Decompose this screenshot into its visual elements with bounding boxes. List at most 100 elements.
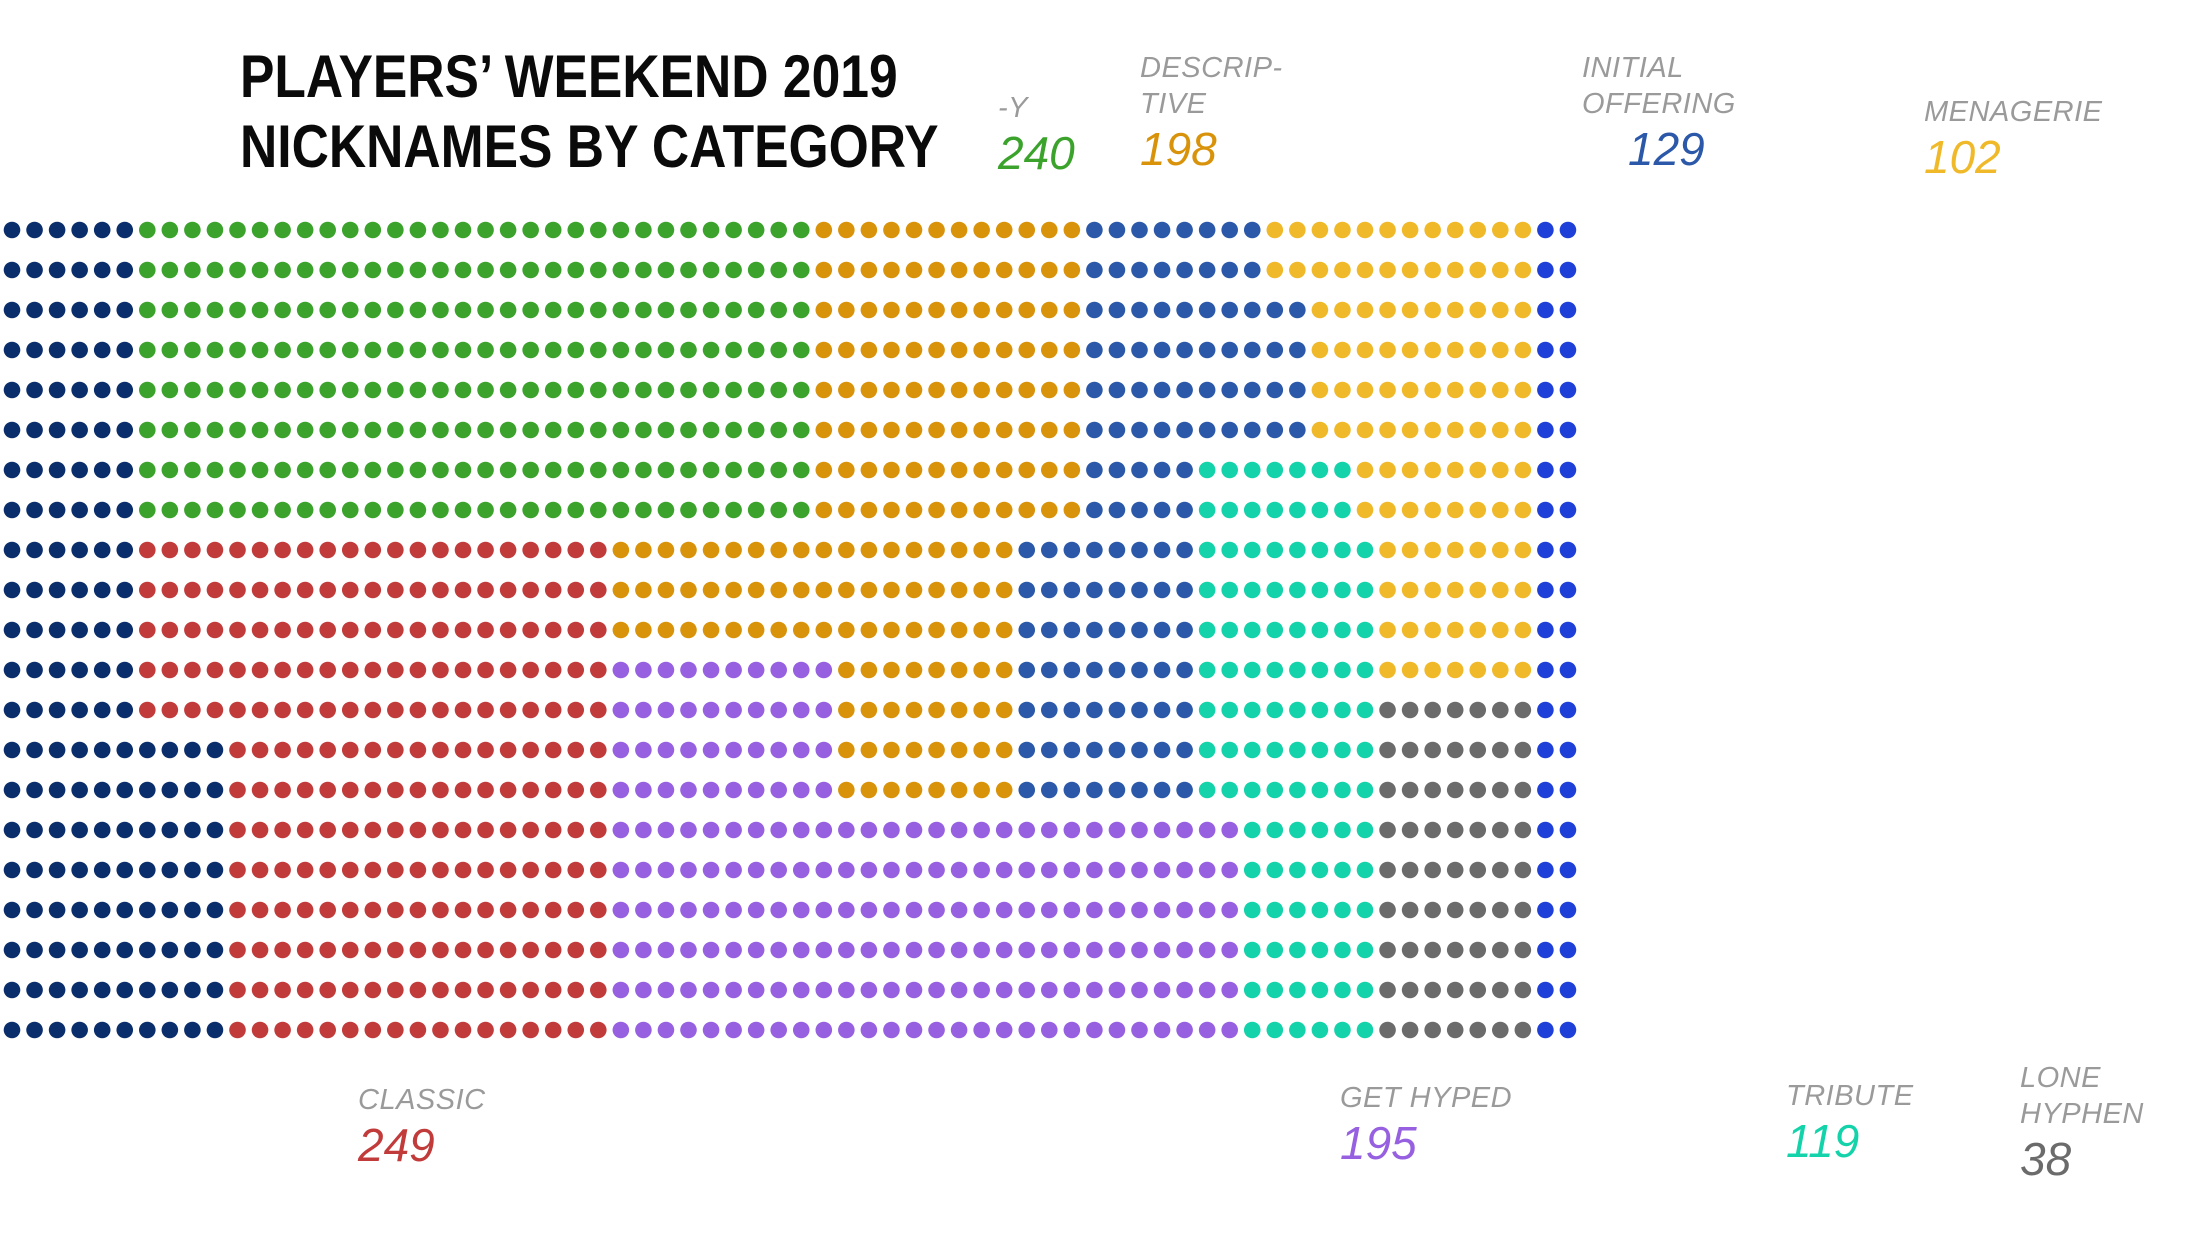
dot-get-hyped bbox=[1086, 821, 1103, 839]
dot-menagerie bbox=[1356, 221, 1374, 239]
dot-menagerie bbox=[1379, 501, 1396, 519]
dot-y bbox=[792, 461, 810, 479]
dot-cut-right bbox=[1559, 901, 1577, 919]
dot-cut-left bbox=[71, 821, 88, 839]
dot-classic bbox=[364, 581, 382, 599]
dot-get-hyped bbox=[1221, 941, 1238, 959]
dot-lone-hyphen bbox=[1446, 741, 1464, 759]
dot-descriptive bbox=[883, 741, 900, 759]
dot-get-hyped bbox=[657, 781, 675, 799]
dot-descriptive bbox=[815, 381, 833, 399]
dot-classic bbox=[409, 661, 427, 679]
dot-initial-offering bbox=[1063, 581, 1081, 599]
dot-classic bbox=[387, 821, 404, 839]
dot-initial-offering bbox=[1108, 501, 1126, 519]
dot-cut-right bbox=[1559, 861, 1577, 879]
dot-cut-left bbox=[3, 621, 21, 639]
dot-get-hyped bbox=[657, 821, 675, 839]
dot-get-hyped bbox=[770, 861, 787, 879]
dot-get-hyped bbox=[612, 941, 630, 959]
dot-cut-right bbox=[1559, 341, 1577, 359]
dot-classic bbox=[229, 701, 246, 719]
dot-y bbox=[432, 261, 449, 279]
dot-classic bbox=[454, 1021, 472, 1039]
dot-descriptive bbox=[747, 581, 765, 599]
dot-initial-offering bbox=[1086, 741, 1103, 759]
dot-lone-hyphen bbox=[1514, 821, 1532, 839]
dot-menagerie bbox=[1492, 341, 1509, 359]
dot-classic bbox=[432, 1021, 449, 1039]
dot-cut-left bbox=[116, 261, 134, 279]
dot-descriptive bbox=[995, 701, 1013, 719]
dot-cut-left bbox=[184, 781, 201, 799]
dot-initial-offering bbox=[1086, 381, 1103, 399]
dot-cut-left bbox=[206, 821, 224, 839]
dot-cut-right bbox=[1559, 981, 1577, 999]
dot-classic bbox=[319, 541, 337, 559]
dot-y bbox=[770, 221, 787, 239]
dot-y bbox=[747, 501, 765, 519]
dot-y bbox=[161, 421, 179, 439]
dot-menagerie bbox=[1311, 221, 1329, 239]
dot-descriptive bbox=[928, 301, 945, 319]
dot-classic bbox=[274, 781, 291, 799]
dot-get-hyped bbox=[635, 781, 652, 799]
dot-initial-offering bbox=[1266, 301, 1284, 319]
dot-get-hyped bbox=[1108, 861, 1126, 879]
dot-classic bbox=[590, 861, 607, 879]
dot-descriptive bbox=[928, 341, 945, 359]
dot-get-hyped bbox=[1221, 901, 1238, 919]
dot-y bbox=[319, 381, 337, 399]
dot-y bbox=[319, 501, 337, 519]
dot-get-hyped bbox=[702, 821, 720, 839]
dot-y bbox=[296, 301, 314, 319]
dot-tribute bbox=[1311, 541, 1329, 559]
dot-lone-hyphen bbox=[1401, 741, 1419, 759]
dot-y bbox=[229, 381, 246, 399]
dot-y bbox=[477, 461, 494, 479]
dot-initial-offering bbox=[1063, 741, 1081, 759]
label-initial-offering-count: 129 bbox=[1628, 123, 1705, 175]
dot-tribute bbox=[1221, 501, 1238, 519]
dot-initial-offering bbox=[1018, 661, 1036, 679]
dot-cut-left bbox=[206, 741, 224, 759]
dot-descriptive bbox=[928, 661, 945, 679]
dot-tribute bbox=[1198, 541, 1216, 559]
dot-cut-right bbox=[1537, 461, 1554, 479]
dot-descriptive bbox=[1018, 421, 1036, 439]
dot-classic bbox=[274, 581, 291, 599]
dot-get-hyped bbox=[815, 1021, 833, 1039]
dot-get-hyped bbox=[1063, 901, 1081, 919]
dot-tribute bbox=[1289, 501, 1306, 519]
dot-initial-offering bbox=[1041, 581, 1058, 599]
dot-classic bbox=[229, 781, 246, 799]
dot-classic bbox=[251, 861, 269, 879]
dot-classic bbox=[544, 781, 562, 799]
dot-tribute bbox=[1289, 741, 1306, 759]
dot-y bbox=[319, 461, 337, 479]
dot-cut-left bbox=[3, 341, 21, 359]
dot-classic bbox=[296, 821, 314, 839]
dot-menagerie bbox=[1401, 621, 1419, 639]
dot-y bbox=[590, 341, 607, 359]
dot-get-hyped bbox=[815, 701, 833, 719]
dot-menagerie bbox=[1446, 421, 1464, 439]
dot-y bbox=[229, 261, 246, 279]
dot-classic bbox=[251, 941, 269, 959]
dot-y bbox=[702, 341, 720, 359]
dot-y bbox=[635, 341, 652, 359]
dot-classic bbox=[522, 821, 539, 839]
dot-descriptive bbox=[995, 541, 1013, 559]
dot-initial-offering bbox=[1153, 741, 1171, 759]
dot-get-hyped bbox=[838, 981, 855, 999]
dot-y bbox=[567, 221, 585, 239]
dot-descriptive bbox=[950, 581, 968, 599]
dot-initial-offering bbox=[1243, 261, 1261, 279]
dot-cut-right bbox=[1537, 621, 1554, 639]
dot-lone-hyphen bbox=[1469, 821, 1487, 839]
dot-cut-left bbox=[71, 901, 88, 919]
dot-classic bbox=[296, 981, 314, 999]
dot-descriptive bbox=[725, 621, 742, 639]
dot-lone-hyphen bbox=[1379, 701, 1396, 719]
dot-y bbox=[680, 301, 697, 319]
